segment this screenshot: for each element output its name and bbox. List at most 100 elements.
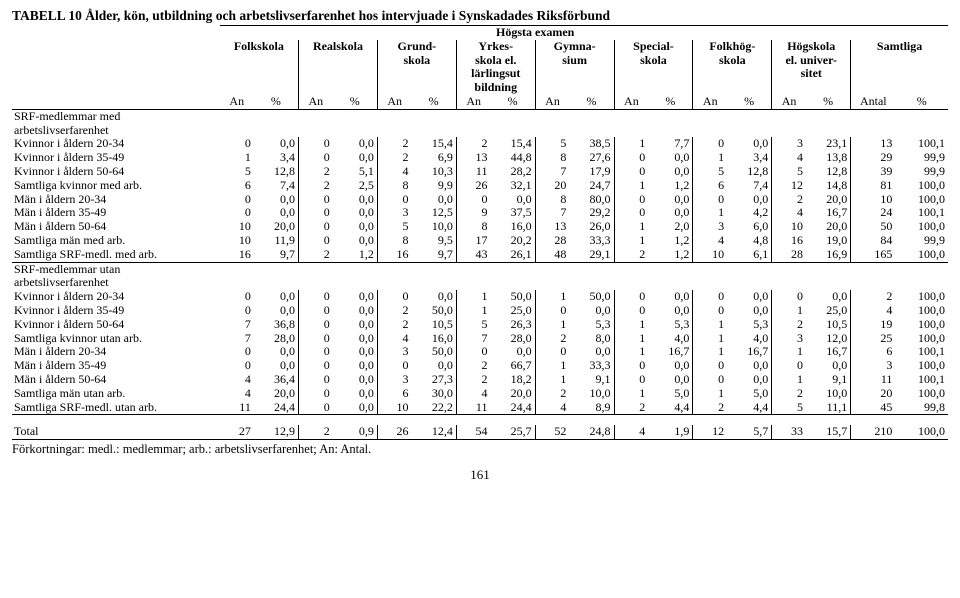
cell: 100,1 [895,137,948,151]
cell: 5,7 [727,425,772,439]
row-label: Samtliga kvinnor utan arb. [12,332,220,346]
cell: 1 [614,220,648,234]
cell: 9,9 [412,179,457,193]
abbreviations: Förkortningar: medl.: medlemmar; arb.: a… [12,442,948,457]
cell: 2 [456,137,490,151]
cell: 7,4 [727,179,772,193]
super-header-row: Högsta examen [12,26,948,40]
table-row: Män i åldern 20-3400,000,000,000,0880,00… [12,193,948,207]
cell: 4 [772,206,806,220]
table-row: Kvinnor i åldern 20-3400,000,0215,4215,4… [12,137,948,151]
row-label: Kvinnor i åldern 50-64 [12,165,220,179]
cell: 28,2 [490,165,535,179]
cell: 0,0 [333,373,378,387]
cell: 4 [220,387,254,401]
cell: 3 [772,332,806,346]
cell: 20,2 [490,234,535,248]
cell: 18,2 [490,373,535,387]
cell: 0,0 [254,193,299,207]
cell: 1 [614,318,648,332]
cell: 25,0 [806,304,851,318]
cell: 1 [614,345,648,359]
cell: 0 [299,401,333,415]
cell: 6,0 [727,220,772,234]
cell: 0 [220,137,254,151]
cell: 100,0 [895,425,948,439]
cell: 4,0 [727,332,772,346]
cell: 13 [851,137,896,151]
cell: 0 [377,290,411,304]
cell: 0 [220,359,254,373]
cell: 5 [535,137,569,151]
cell: 11 [220,401,254,415]
cell: 5 [772,401,806,415]
cell: 12,8 [254,165,299,179]
cell: 4,4 [727,401,772,415]
cell: 2 [772,193,806,207]
total-row: Total2712,920,92612,45425,75224,841,9125… [12,425,948,439]
cell: 13 [456,151,490,165]
cell: 0,0 [412,359,457,373]
row-label: Män i åldern 20-34 [12,193,220,207]
cell: 0 [693,373,727,387]
cell: 1 [456,290,490,304]
cell: 20,0 [254,220,299,234]
cell: 36,4 [254,373,299,387]
cell: 2 [456,359,490,373]
cell: 0 [220,304,254,318]
column-header-row: Folkskola Realskola Grund- skola Yrkes- … [12,40,948,95]
cell: 2 [772,318,806,332]
cell: 8 [456,220,490,234]
cell: 1 [535,290,569,304]
cell: 8 [535,151,569,165]
cell: 5 [772,165,806,179]
cell: 11 [851,373,896,387]
cell: 52 [535,425,569,439]
cell: 29 [851,151,896,165]
table-title: TABELL 10 Ålder, kön, utbildning och arb… [12,8,948,24]
cell: 54 [456,425,490,439]
table-row: Män i åldern 20-3400,000,0350,000,000,01… [12,345,948,359]
row-label: Samtliga SRF-medl. med arb. [12,248,220,262]
cell: 0,0 [333,359,378,373]
cell: 4 [614,425,648,439]
cell: 2 [299,165,333,179]
cell: 0,0 [333,318,378,332]
cell: 12,9 [254,425,299,439]
col-hogskola: Högskola el. univer- sitet [772,40,851,95]
cell: 10,5 [412,318,457,332]
cell: 99,9 [895,234,948,248]
cell: 50,0 [412,304,457,318]
cell: 3,4 [727,151,772,165]
cell: 1 [772,304,806,318]
row-label: Kvinnor i åldern 20-34 [12,290,220,304]
row-label: Kvinnor i åldern 35-49 [12,151,220,165]
cell: 38,5 [569,137,614,151]
row-label: Män i åldern 50-64 [12,373,220,387]
cell: 4,4 [648,401,693,415]
cell: 7 [535,165,569,179]
cell: 0 [299,345,333,359]
cell: 7,7 [648,137,693,151]
cell: 0 [614,151,648,165]
cell: 33,3 [569,234,614,248]
cell: 1 [614,234,648,248]
cell: 50 [851,220,896,234]
table-row: Män i åldern 35-4900,000,0312,5937,5729,… [12,206,948,220]
cell: 12,5 [412,206,457,220]
row-label: Män i åldern 35-49 [12,206,220,220]
cell: 1 [220,151,254,165]
cell: 12,0 [806,332,851,346]
cell: 0,0 [333,137,378,151]
cell: 0 [535,304,569,318]
cell: 9,5 [412,234,457,248]
cell: 16,7 [806,206,851,220]
cell: 0,0 [648,304,693,318]
cell: 4 [220,373,254,387]
cell: 9 [456,206,490,220]
cell: 1 [693,345,727,359]
cell: 0 [614,193,648,207]
cell: 20 [535,179,569,193]
cell: 0 [220,193,254,207]
row-label: Samtliga män med arb. [12,234,220,248]
